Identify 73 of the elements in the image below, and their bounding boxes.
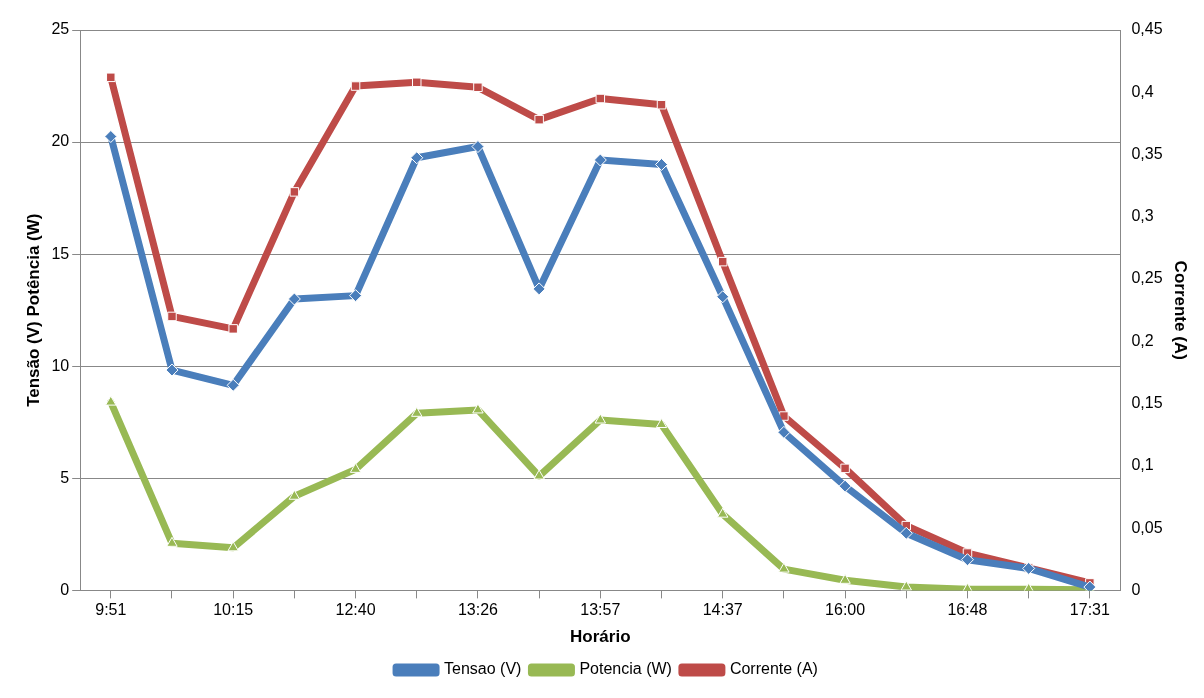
point (228, 324, 238, 334)
legend-label: Tensao (V) (444, 660, 522, 678)
y2-tick-label: 0,35 (1131, 144, 1163, 162)
y-tick-label: 10 (51, 356, 70, 374)
x-tick-label: 16:00 (825, 601, 866, 619)
point (349, 462, 362, 473)
y2-tick-label: 0,3 (1131, 207, 1154, 225)
point (716, 290, 730, 304)
x-tick-label: 16:48 (947, 601, 988, 619)
point (287, 292, 301, 306)
y2-tick-label: 0,4 (1131, 82, 1154, 100)
point (165, 363, 179, 377)
point (717, 507, 729, 518)
point (288, 489, 301, 500)
x-tick-label: 13:26 (457, 601, 499, 619)
legend-label: Potencia (W) (579, 660, 672, 678)
point (532, 282, 546, 296)
point (349, 289, 363, 303)
point (839, 573, 851, 584)
point (167, 311, 177, 322)
point (472, 403, 484, 414)
point (227, 541, 239, 552)
point (410, 151, 424, 165)
point (411, 406, 423, 417)
point (717, 256, 728, 267)
x-tick-label: 12:40 (335, 601, 376, 619)
y2-tick-label: 0,25 (1131, 269, 1163, 287)
point (471, 140, 485, 154)
y-tick-label: 15 (51, 244, 70, 262)
y2-tick-label: 0,1 (1131, 456, 1154, 474)
point (534, 114, 544, 125)
y2-tick-label: 0,2 (1131, 331, 1154, 349)
point (473, 82, 483, 93)
point (778, 562, 790, 573)
point (595, 93, 606, 104)
legend-label: Corrente (A) (729, 660, 818, 678)
point (226, 378, 240, 392)
point (779, 411, 789, 421)
point (655, 418, 668, 429)
y-axis-title: Tensão (V) Potência (W) (23, 213, 43, 407)
point (960, 553, 974, 567)
y2-axis-title: Corrente (A) (1171, 260, 1191, 360)
y-tick-label: 5 (60, 468, 70, 486)
point (105, 395, 117, 406)
y2-tick-label: 0,15 (1131, 394, 1163, 412)
y-tick-label: 20 (51, 132, 70, 150)
point (350, 81, 361, 91)
y2-tick-label: 0,05 (1131, 518, 1163, 536)
point (593, 153, 607, 167)
x-axis-title: Horário (570, 627, 631, 647)
y2-tick-label: 0,45 (1131, 20, 1163, 38)
x-tick-label: 17:31 (1069, 601, 1110, 619)
y-tick-label: 0 (60, 580, 70, 598)
point (104, 129, 118, 143)
point (289, 187, 300, 197)
x-tick-label: 10:15 (213, 601, 254, 619)
point (900, 580, 912, 591)
y2-tick-label: 0 (1131, 580, 1141, 598)
y-tick-label: 25 (51, 20, 70, 38)
point (533, 469, 545, 480)
point (840, 463, 850, 474)
point (838, 479, 852, 493)
x-tick-label: 14:37 (702, 601, 743, 619)
x-tick-label: 9:51 (95, 601, 127, 619)
point (899, 526, 913, 540)
point (106, 72, 116, 83)
point (655, 158, 669, 171)
point (656, 99, 667, 110)
point (777, 425, 791, 439)
point (166, 536, 178, 547)
point (412, 77, 422, 88)
x-tick-label: 13:57 (580, 601, 621, 619)
point (594, 413, 607, 424)
